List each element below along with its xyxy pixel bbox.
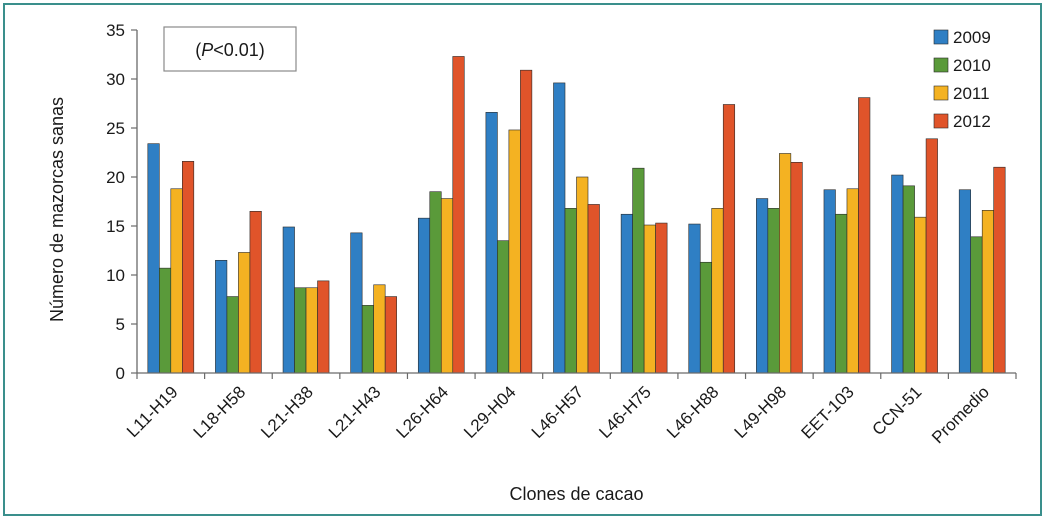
x-tick-label: L46-H75 (595, 382, 655, 442)
annotation-prefix: ( (195, 40, 201, 60)
y-tick-label: 20 (106, 168, 125, 187)
y-tick-label: 10 (106, 266, 125, 285)
x-tick-label: L26-H64 (393, 382, 453, 442)
legend-swatch-2009 (933, 29, 949, 45)
bar-2011-L21-H38 (305, 287, 318, 374)
x-tick-label: L21-H43 (325, 382, 385, 442)
x-tick-label: CCN-51 (869, 382, 926, 439)
legend-label-2012: 2012 (953, 112, 991, 131)
bar-2012-L46-H57 (587, 204, 600, 374)
legend-swatch-2010 (933, 57, 949, 73)
svg-text:(P<0.01): (P<0.01) (195, 40, 265, 60)
y-axis-title: Número de mazorcas sanas (47, 97, 67, 322)
bar-2010-L26-H64 (429, 191, 442, 374)
bar-2010-EET-103 (835, 213, 848, 374)
bar-2012-L46-H88 (722, 104, 736, 374)
bar-2010-L18-H58 (226, 296, 239, 374)
bar-2012-L26-H64 (452, 56, 465, 374)
bar-2009-L11-H19 (147, 143, 160, 374)
bar-2010-L49-H98 (767, 208, 780, 374)
bar-2012-L29-H04 (520, 69, 533, 374)
bar-2012-L49-H98 (790, 162, 803, 374)
bar-2011-EET-103 (846, 188, 859, 374)
x-tick-label: L49-H98 (731, 382, 791, 442)
y-tick-label: 5 (116, 315, 125, 334)
bar-2009-L21-H38 (282, 226, 295, 374)
bar-2010-L29-H04 (497, 240, 510, 374)
y-tick-label: 35 (106, 21, 125, 40)
bar-2011-L21-H43 (373, 284, 386, 374)
bar-2012-CCN-51 (925, 138, 938, 374)
bar-2011-L46-H75 (643, 224, 656, 374)
bar-2010-L11-H19 (159, 267, 172, 374)
bar-2009-L49-H98 (756, 198, 769, 374)
x-tick-label: Promedio (928, 382, 993, 447)
bar-2010-Promedio (970, 236, 983, 374)
bar-2012-L46-H75 (655, 222, 668, 374)
bar-2009-L21-H43 (350, 232, 363, 374)
bar-2010-L46-H88 (699, 261, 713, 374)
legend: 2009 2010 2011 2012 (933, 28, 991, 131)
bar-2012-L18-H58 (249, 211, 262, 374)
y-tick-label: 30 (106, 70, 125, 89)
bar-2011-Promedio (981, 210, 994, 374)
x-tick-label: L46-H88 (663, 382, 723, 442)
bar-2009-Promedio (958, 189, 971, 374)
bar-2011-L29-H04 (508, 129, 521, 374)
x-tick-label: L21-H38 (257, 382, 317, 442)
bar-2012-L11-H19 (182, 161, 195, 374)
bar-2009-L46-H57 (553, 82, 566, 374)
bar-2011-L49-H98 (779, 153, 792, 374)
bar-2009-CCN-51 (891, 174, 904, 374)
bar-2011-L26-H64 (440, 198, 454, 374)
bar-2009-L26-H64 (417, 217, 431, 374)
bar-2009-L46-H75 (620, 213, 633, 374)
legend-swatch-2011 (933, 85, 949, 101)
bar-2010-L21-H38 (294, 287, 307, 374)
x-tick-label: L29-H04 (460, 382, 520, 442)
significance-annotation: (P<0.01) (163, 26, 297, 72)
annotation-p: P (201, 40, 213, 60)
bar-2012-EET-103 (858, 97, 871, 374)
annotation-suffix: <0.01) (213, 40, 265, 60)
bar-2009-L29-H04 (485, 112, 498, 374)
bar-2011-L46-H88 (711, 208, 724, 374)
legend-label-2009: 2009 (953, 28, 991, 47)
legend-label-2011: 2011 (953, 84, 990, 103)
y-tick-label: 25 (106, 119, 125, 138)
legend-label-2010: 2010 (953, 56, 991, 75)
bar-2011-CCN-51 (914, 216, 927, 374)
bar-2010-L46-H75 (632, 167, 645, 374)
legend-swatch-2012 (933, 113, 949, 129)
x-axis-title: Clones de cacao (509, 484, 643, 504)
bar-2011-L11-H19 (170, 188, 183, 374)
bar-2012-L21-H38 (317, 280, 330, 374)
bar-2010-L21-H43 (361, 305, 374, 374)
y-tick-label: 0 (116, 364, 125, 383)
bar-2012-Promedio (993, 166, 1006, 374)
x-tick-label: L46-H57 (528, 382, 588, 442)
bar-2010-CCN-51 (902, 185, 915, 374)
bar-2010-L46-H57 (564, 208, 577, 374)
bar-2011-L46-H57 (576, 176, 589, 374)
bar-2012-L21-H43 (384, 296, 397, 374)
bar-2009-L46-H88 (688, 223, 701, 374)
x-tick-label: EET-103 (798, 382, 858, 442)
x-tick-label: L18-H58 (190, 382, 250, 442)
bar-2009-EET-103 (823, 189, 836, 374)
x-tick-label: L11-H19 (123, 382, 182, 441)
bar-2009-L18-H58 (215, 259, 228, 374)
bar-2011-L18-H58 (238, 252, 251, 374)
y-tick-label: 15 (106, 217, 125, 236)
